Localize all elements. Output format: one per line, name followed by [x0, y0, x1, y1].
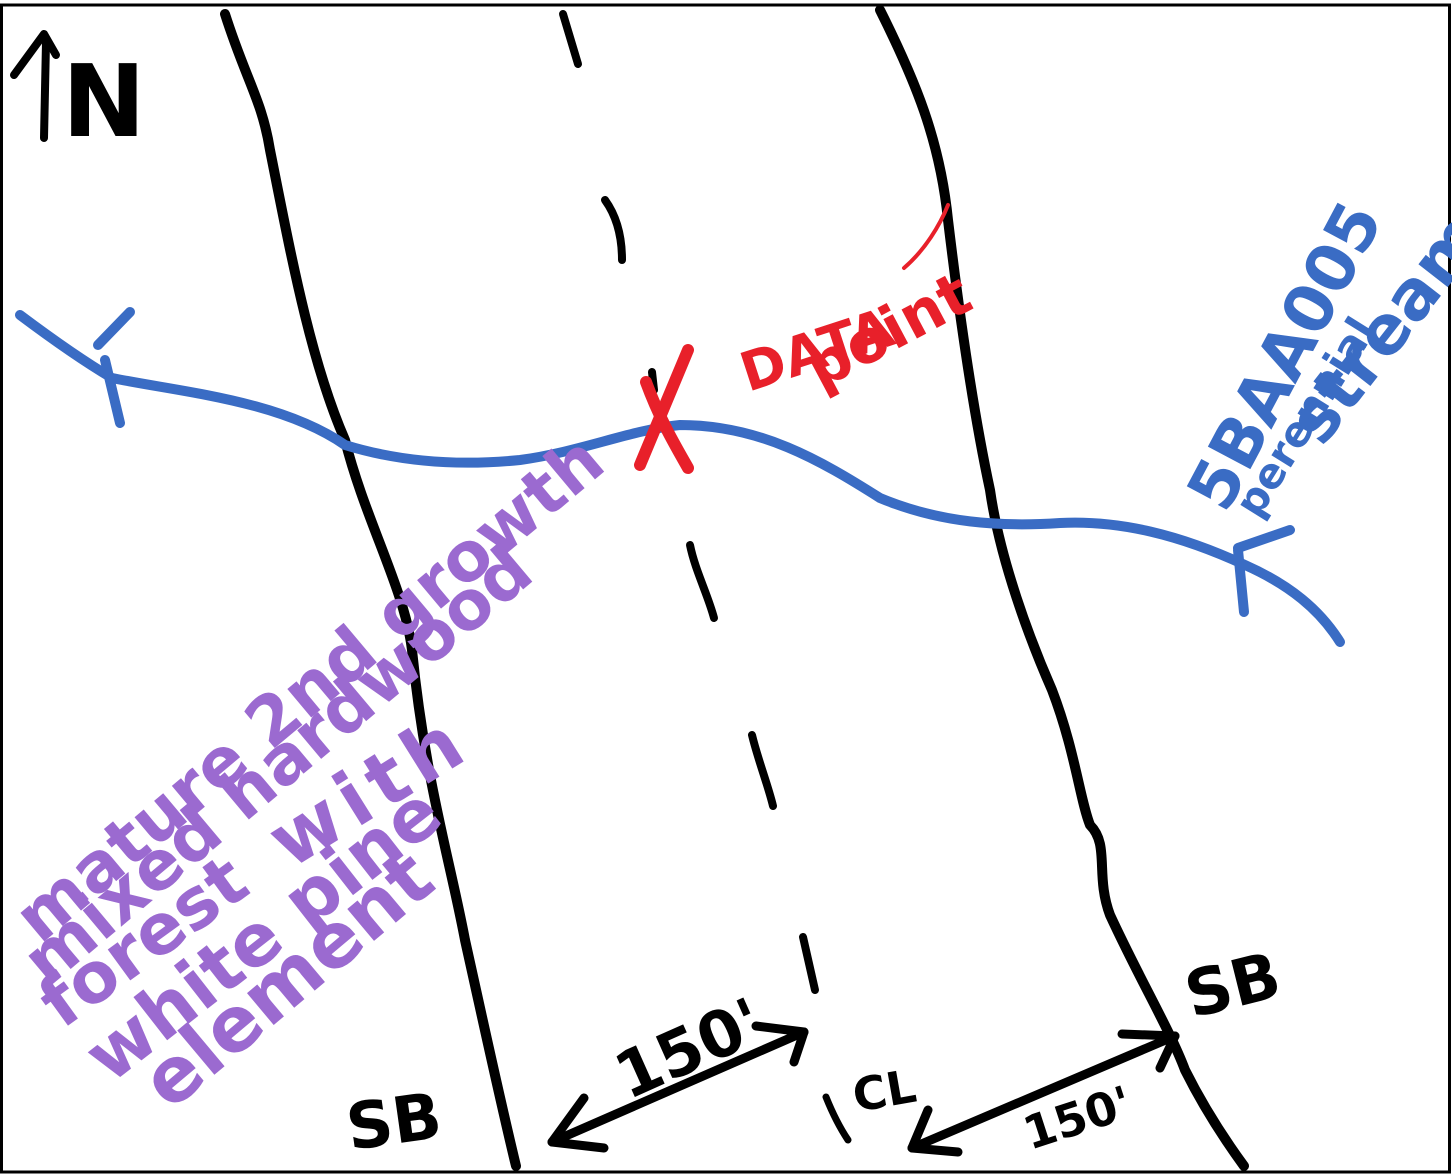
left-boundary-line: [220, 9, 521, 1171]
frame-border: [0, 3, 1451, 1174]
right-boundary-label: SB: [1178, 939, 1288, 1034]
data-point-leader: [902, 203, 950, 270]
centerline-label: CL: [849, 1059, 920, 1123]
left-dimension-label: 150': [604, 985, 774, 1115]
stream-line: [15, 307, 1345, 647]
north-arrow-icon: N: [10, 30, 146, 160]
right-dimension-label: 150': [1017, 1075, 1138, 1160]
right-dimension-arrow: [907, 1029, 1180, 1157]
left-dimension-arrow: [547, 1021, 809, 1153]
centerline-dashes: [559, 10, 819, 994]
north-label: N: [62, 43, 146, 160]
centerline-symbol: CL: [822, 1059, 920, 1144]
data-point-marker: [634, 344, 694, 474]
data-point-label-line2: point: [794, 259, 982, 403]
left-boundary-label: SB: [342, 1079, 446, 1165]
